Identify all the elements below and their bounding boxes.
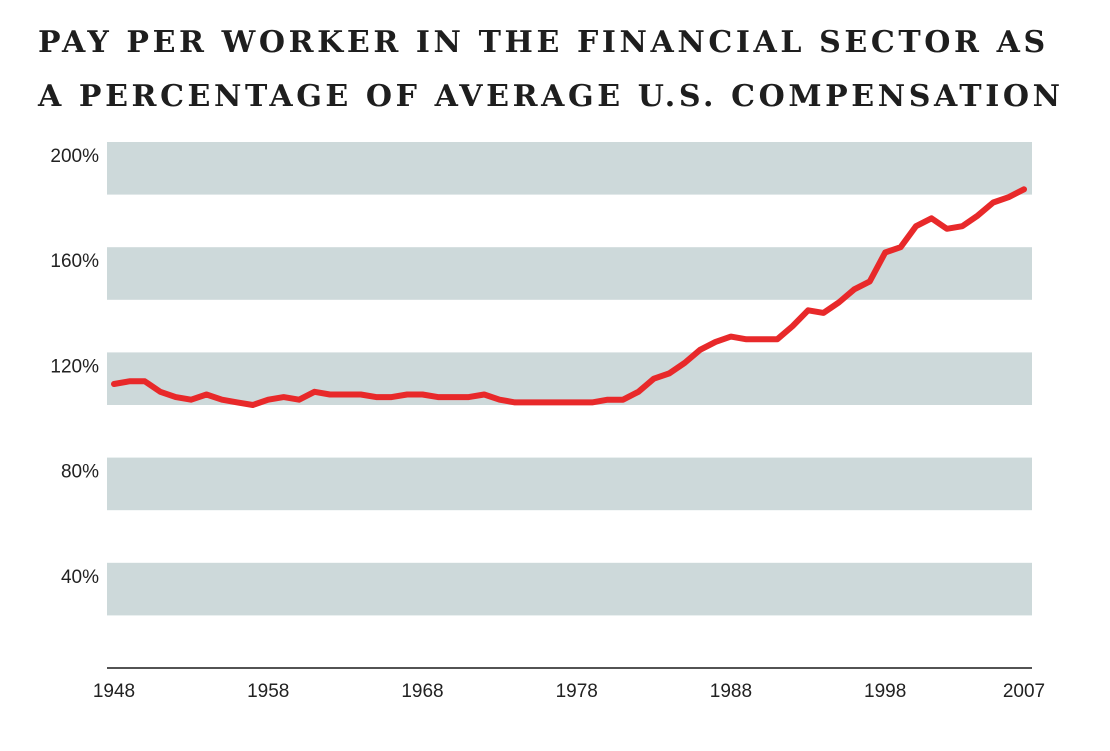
y-tick-label: 200% [50, 146, 99, 167]
y-axis-tick-labels: 200% 160% 120% 80% 40% [50, 146, 99, 588]
x-tick-label: 1968 [401, 681, 443, 702]
y-tick-label: 160% [50, 251, 99, 272]
chart-title-line-2: A PERCENTAGE OF AVERAGE U.S. COMPENSATIO… [38, 79, 1064, 114]
y-tick-label: 80% [61, 462, 99, 483]
chart-title: PAY PER WORKER IN THE FINANCIAL SECTOR A… [38, 16, 1088, 124]
x-tick-label: 2007 [1003, 681, 1045, 702]
x-tick-label: 1948 [93, 681, 135, 702]
x-tick-label: 1958 [247, 681, 289, 702]
x-tick-label: 1978 [556, 681, 598, 702]
y-tick-label: 120% [50, 356, 99, 377]
band-0 [107, 142, 1032, 195]
series-line [111, 186, 1027, 408]
band-1 [107, 247, 1032, 300]
band-2 [107, 352, 1032, 405]
x-tick-label: 1998 [864, 681, 906, 702]
x-axis-tick-labels: 1948 1958 1968 1978 1988 1998 2007 [93, 681, 1045, 702]
y-tick-label: 40% [61, 567, 99, 588]
band-4 [107, 562, 1032, 616]
band-3 [107, 457, 1032, 511]
background-bands [107, 142, 1032, 616]
x-tick-label: 1988 [710, 681, 752, 702]
chart-title-line-1: PAY PER WORKER IN THE FINANCIAL SECTOR A… [38, 25, 1049, 60]
